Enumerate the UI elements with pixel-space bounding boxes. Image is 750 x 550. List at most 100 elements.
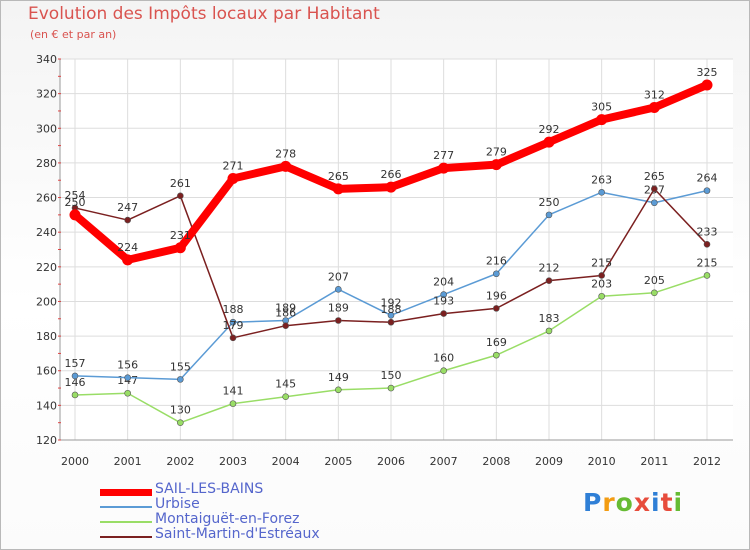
y-tick-label: 320 [36,88,57,101]
y-tick-label: 300 [36,122,57,135]
data-point [387,312,395,319]
data-label: 203 [591,277,612,290]
data-point [280,160,292,172]
data-point [282,322,289,330]
data-point [648,101,660,113]
legend-item-sail-les-bains: SAIL-LES-BAINS [100,481,420,498]
chart-subtitle: (en € et par an) [30,28,117,41]
y-tick-label: 200 [36,295,57,308]
x-tick-label: 2000 [61,455,89,468]
data-label: 247 [117,201,138,214]
data-point [545,277,553,284]
data-point [385,181,397,193]
data-label: 186 [275,307,296,320]
data-point [493,305,500,312]
legend-label: Saint-Martin-d'Estréaux [155,526,320,542]
data-point [701,79,713,91]
data-point [598,189,605,196]
legend-label: SAIL-LES-BAINS [155,481,264,497]
data-label: 149 [328,371,349,384]
data-point [545,211,553,219]
data-point [387,384,395,392]
y-tick-label: 260 [36,192,57,205]
y-tick-label: 280 [36,157,57,170]
data-label: 263 [591,173,612,186]
logo-letter: x [633,488,651,517]
data-point [124,389,131,397]
x-tick-label: 2001 [114,455,142,468]
x-tick-label: 2003 [219,455,247,468]
data-label: 156 [117,359,138,372]
data-point [335,317,342,324]
legend-swatch-montaiguet [100,521,152,523]
data-point [543,136,555,148]
data-label: 266 [381,168,402,181]
data-label: 155 [170,360,191,373]
data-label: 250 [65,196,86,209]
data-label: 305 [591,101,612,114]
data-point [229,318,237,326]
y-tick-label: 140 [36,399,57,412]
data-point [229,400,237,407]
data-label: 196 [486,289,507,302]
data-label: 265 [644,170,665,183]
data-label: 215 [591,256,612,269]
x-tick-label: 2008 [482,455,510,468]
x-tick-label: 2006 [377,455,405,468]
data-point [174,242,186,254]
y-tick-label: 160 [36,365,57,378]
data-label: 278 [275,147,296,160]
x-tick-label: 2007 [430,455,458,468]
data-label: 231 [170,229,191,242]
legend-label: Montaiguët-en-Forez [155,511,300,527]
data-point [598,292,605,300]
logo-letter: t [660,488,674,517]
data-label: 146 [65,376,86,389]
data-point [122,254,134,266]
data-point [651,199,658,207]
proxiti-logo: Proxiti [583,488,683,517]
data-point [703,187,711,194]
data-point [227,172,239,184]
data-label: 189 [328,302,349,315]
x-tick-label: 2010 [588,455,616,468]
data-point [387,318,395,326]
x-tick-label: 2004 [272,455,300,468]
data-label: 254 [65,189,86,202]
data-label: 233 [697,225,718,238]
data-point [493,270,500,278]
data-label: 150 [381,369,402,382]
data-label: 212 [539,262,560,275]
data-label: 277 [433,149,454,162]
data-point [651,289,658,297]
data-label: 169 [486,336,507,349]
data-point [598,272,605,279]
data-label: 215 [697,256,718,269]
data-label: 312 [644,88,665,101]
data-point [332,183,344,195]
data-label: 160 [433,352,454,365]
logo-letter: i [673,488,684,517]
data-label: 189 [275,302,296,315]
data-point [440,291,447,298]
data-label: 264 [697,172,718,185]
logo-letter: r [602,488,616,517]
data-label: 207 [328,270,349,283]
data-label: 188 [223,303,244,316]
y-tick-label: 120 [36,434,57,447]
legend-swatch-urbise [100,506,152,508]
data-point [177,376,184,383]
data-label: 271 [223,159,244,172]
data-label: 279 [486,146,507,159]
data-point [335,286,342,293]
data-point [229,334,237,342]
data-label: 224 [117,241,138,254]
y-tick-label: 180 [36,330,57,343]
logo-letter: o [615,488,634,517]
data-label: 265 [328,170,349,183]
y-tick-label: 220 [36,261,57,274]
y-tick-label: 340 [36,53,57,66]
legend-item-montaiguet: Montaiguët-en-Forez [100,511,420,528]
data-point [596,114,608,126]
